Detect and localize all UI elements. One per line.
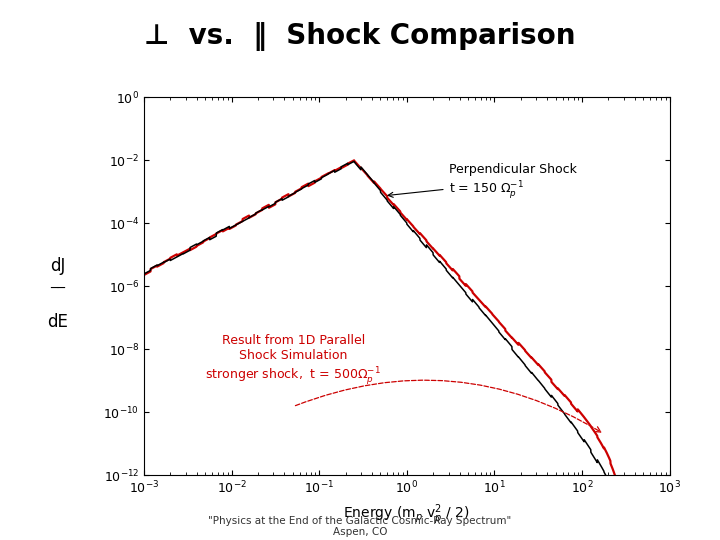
Text: Perpendicular Shock
t = 150 Ω$_p^{-1}$: Perpendicular Shock t = 150 Ω$_p^{-1}$	[388, 163, 577, 201]
Text: ──: ──	[50, 282, 65, 295]
Text: Result from 1D Parallel
Shock Simulation
stronger shock,  t = 500Ω$_p^{-1}$: Result from 1D Parallel Shock Simulation…	[205, 334, 381, 387]
Text: dE: dE	[48, 313, 68, 331]
Text: "Physics at the End of the Galactic Cosmic-Ray Spectrum"
Aspen, CO: "Physics at the End of the Galactic Cosm…	[208, 516, 512, 537]
X-axis label: Energy (m$_p$ v$_p^2$ / 2): Energy (m$_p$ v$_p^2$ / 2)	[343, 502, 470, 526]
Text: ⊥  vs.  ‖  Shock Comparison: ⊥ vs. ‖ Shock Comparison	[144, 22, 576, 51]
Text: dJ: dJ	[50, 258, 66, 275]
